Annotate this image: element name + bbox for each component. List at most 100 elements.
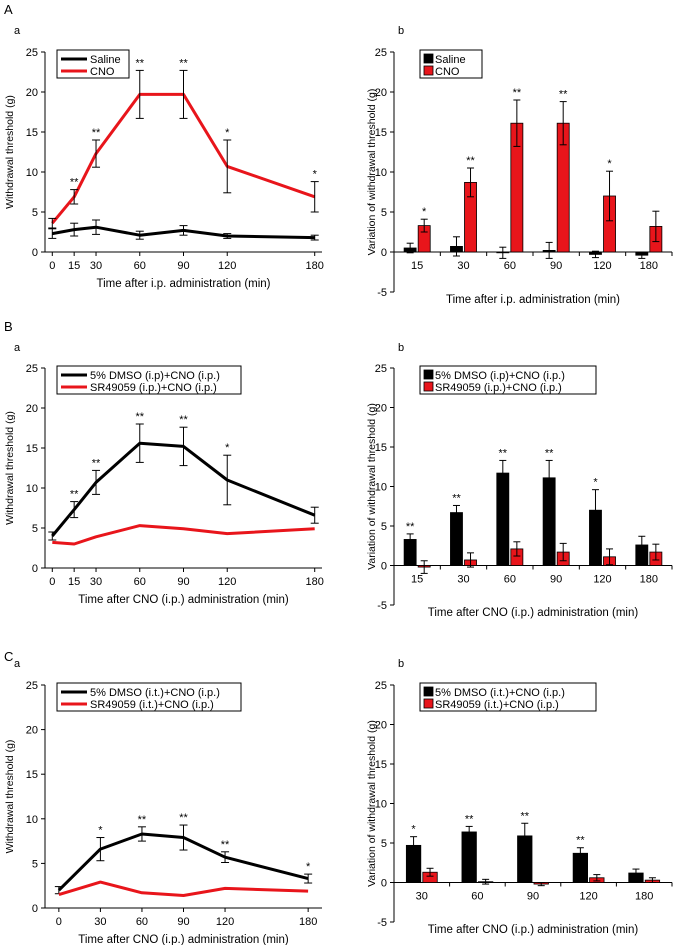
significance-marker: * <box>98 825 103 837</box>
y-tick-label: 25 <box>375 363 387 375</box>
y-tick-label: -5 <box>377 917 387 929</box>
bar-black <box>461 831 477 883</box>
x-tick-label: 90 <box>550 260 562 272</box>
y-tick-label: 25 <box>26 363 38 375</box>
x-tick-label: 0 <box>49 260 55 272</box>
significance-marker: ** <box>179 812 188 824</box>
significance-marker: ** <box>466 155 475 167</box>
x-tick-label: 30 <box>90 260 102 272</box>
y-tick-label: 0 <box>32 563 38 575</box>
significance-marker: * <box>593 477 598 489</box>
significance-marker: ** <box>576 835 585 847</box>
y-tick-label: 20 <box>26 725 38 737</box>
x-axis-label: Time after i.p. administration (min) <box>96 278 270 290</box>
panel-label-b: B <box>4 319 13 334</box>
x-tick-label: 0 <box>56 916 62 928</box>
y-tick-label: 20 <box>375 87 387 99</box>
significance-marker: ** <box>452 492 461 504</box>
panel-label-a: A <box>4 2 13 17</box>
x-axis-label: Time after CNO (i.p.) administration (mi… <box>78 934 289 945</box>
y-tick-label: 0 <box>381 247 387 259</box>
x-axis-label: Time after CNO (i.p.) administration (mi… <box>78 594 289 606</box>
significance-marker: ** <box>499 447 508 459</box>
x-tick-label: 90 <box>177 576 189 588</box>
x-tick-label: 60 <box>471 891 483 903</box>
legend-label: 5% DMSO (i.p)+CNO (i.p.) <box>90 370 220 382</box>
legend-label: SR49059 (i.t.)+CNO (i.p.) <box>90 699 214 711</box>
legend-box <box>419 682 597 712</box>
significance-marker: ** <box>70 177 79 189</box>
legend-label: Saline <box>90 54 121 66</box>
series-line-red <box>58 880 309 897</box>
y-tick-label: 15 <box>375 442 387 454</box>
y-tick-label: 0 <box>32 247 38 259</box>
sub-label: a <box>14 658 21 670</box>
legend-box <box>56 365 242 395</box>
x-tick-label: 90 <box>177 260 189 272</box>
x-tick-label: 30 <box>457 574 469 586</box>
y-axis-label: Withdrawal threshold (g) <box>4 411 16 525</box>
y-axis-label: Variation of withdrawal threshold (g) <box>366 720 378 887</box>
y-tick-label: 0 <box>381 878 387 890</box>
y-tick-label: 15 <box>375 759 387 771</box>
legend-box <box>56 49 130 79</box>
y-tick-label: 10 <box>26 483 38 495</box>
legend-label: Saline <box>435 54 466 66</box>
significance-marker: ** <box>92 457 101 469</box>
x-tick-label: 15 <box>68 576 80 588</box>
y-tick-label: 15 <box>375 127 387 139</box>
significance-marker: ** <box>135 57 144 69</box>
x-tick-label: 120 <box>218 576 236 588</box>
x-tick-label: 180 <box>640 260 658 272</box>
y-tick-label: 15 <box>26 443 38 455</box>
sub-label: b <box>398 25 404 37</box>
legend-swatch-red <box>423 381 434 392</box>
chart-B-a: a 0 5 10 15 20 25 Withdrawal threshold (g) 0 15 30… <box>4 342 324 606</box>
chart-C-a: a 0 5 10 15 20 25 Withdrawal threshold (g) 0 30 60… <box>4 658 322 945</box>
significance-marker: ** <box>406 521 415 533</box>
x-tick-label: 30 <box>94 916 106 928</box>
significance-marker: ** <box>70 489 79 501</box>
legend-swatch-black <box>423 686 434 697</box>
significance-marker: * <box>313 169 318 181</box>
significance-marker: * <box>411 824 416 836</box>
x-tick-label: 180 <box>635 891 653 903</box>
y-axis-label: Withdrawal threshold (g) <box>4 740 16 854</box>
legend-swatch-red <box>423 698 434 709</box>
x-tick-label: 90 <box>550 574 562 586</box>
x-tick-label: 120 <box>593 260 611 272</box>
legend-label: CNO <box>90 66 115 78</box>
legend-box <box>56 682 242 712</box>
y-tick-label: 5 <box>381 838 387 850</box>
x-tick-label: 60 <box>136 916 148 928</box>
y-axis-label: Withdrawal threshold (g) <box>4 95 16 209</box>
bar-black <box>450 512 463 566</box>
legend-label: CNO <box>435 66 460 78</box>
chart-A-a: a 0 5 10 15 20 25 Withdrawal threshold (g) 0 15 30… <box>4 25 324 290</box>
legend-label: 5% DMSO (i.p)+CNO (i.p.) <box>435 370 565 382</box>
series-line-black <box>57 832 309 892</box>
y-tick-label: 5 <box>32 207 38 219</box>
x-tick-label: 15 <box>411 574 423 586</box>
significance-marker: * <box>607 158 612 170</box>
x-tick-label: 120 <box>218 260 236 272</box>
y-tick-label: 20 <box>375 403 387 415</box>
legend-swatch-black <box>423 369 434 380</box>
legend-label: SR49059 (i.p.)+CNO (i.p.) <box>435 382 562 394</box>
legend: 5% DMSO (i.p)+CNO (i.p.)SR49059 (i.p.)+C… <box>419 365 597 395</box>
significance-marker: * <box>306 861 311 873</box>
series-line-red <box>52 524 315 546</box>
y-tick-label: -5 <box>377 287 387 299</box>
x-axis-label: Time after CNO (i.p.) administration (mi… <box>428 607 639 619</box>
legend: 5% DMSO (i.p)+CNO (i.p.)SR49059 (i.p.)+C… <box>56 365 242 395</box>
x-tick-label: 30 <box>90 576 102 588</box>
y-tick-label: 25 <box>26 47 38 59</box>
x-tick-label: 15 <box>68 260 80 272</box>
chart-C-b: b -5 0 5 10 15 20 25 Variation of withdrawal thr… <box>366 658 673 936</box>
y-tick-label: 10 <box>26 167 38 179</box>
y-tick-label: 10 <box>375 799 387 811</box>
significance-marker: ** <box>138 814 147 826</box>
y-tick-label: 25 <box>26 680 38 692</box>
y-tick-label: 10 <box>375 167 387 179</box>
